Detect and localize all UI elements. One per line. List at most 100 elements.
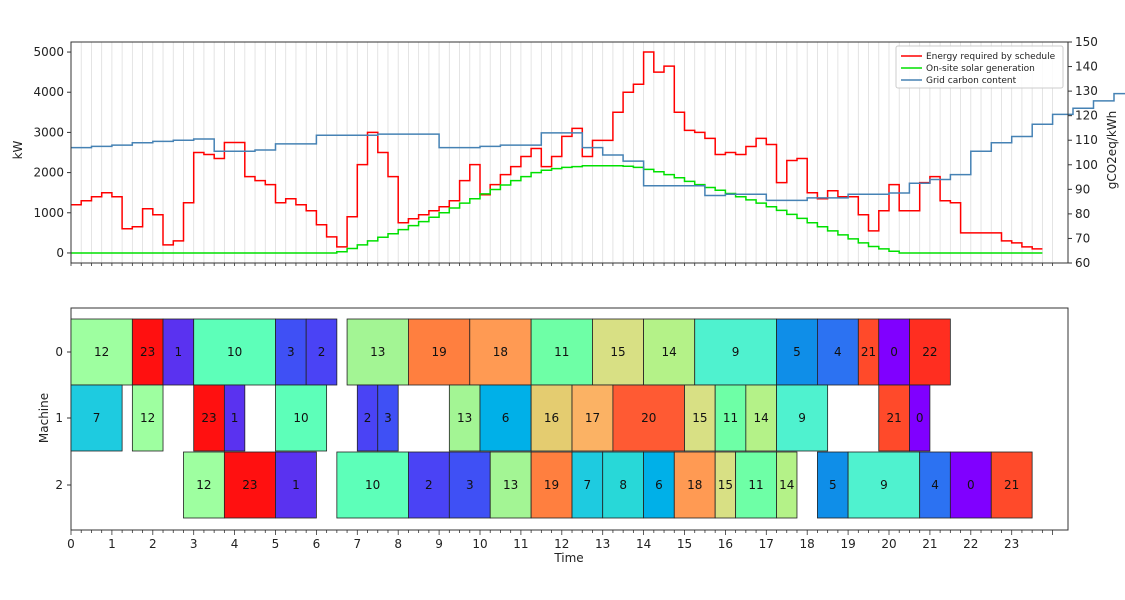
task-bar xyxy=(408,318,471,386)
legend-box xyxy=(895,45,1064,89)
task-bar xyxy=(909,318,951,386)
task-label: 23 xyxy=(140,345,155,359)
x-tick-label: 11 xyxy=(513,537,528,551)
machine-schedule-chart: 12 23 1 10 3 2 13 19 18 11 15 14 9 5 4 21 0 227 12 23 1 10 2 3 1… xyxy=(37,307,1069,565)
task-label: 7 xyxy=(584,478,592,492)
top-plot-frame xyxy=(70,41,1069,264)
task-label: 12 xyxy=(196,478,211,492)
task-label: 1 xyxy=(292,478,300,492)
y-right-tick-label: 100 xyxy=(1075,158,1098,172)
task-bar xyxy=(909,384,931,452)
task-label: 6 xyxy=(502,411,510,425)
x-tick-label: 22 xyxy=(963,537,978,551)
y-tick-label: 1000 xyxy=(33,206,64,220)
task-label: 3 xyxy=(384,411,392,425)
x-tick-label: 3 xyxy=(190,537,198,551)
y-right-tick-label: 150 xyxy=(1075,35,1098,49)
task-label: 13 xyxy=(370,345,385,359)
task-label: 14 xyxy=(662,345,677,359)
task-bar xyxy=(162,318,195,386)
y-tick-label: 5000 xyxy=(33,45,64,59)
x-tick-label: 9 xyxy=(435,537,443,551)
x-tick-label: 0 xyxy=(67,537,75,551)
task-label: 11 xyxy=(723,411,738,425)
task-label: 13 xyxy=(457,411,472,425)
task-bar xyxy=(223,451,276,519)
task-bar xyxy=(817,318,859,386)
task-bar xyxy=(684,384,716,452)
task-label: 6 xyxy=(655,478,663,492)
top-y-ticks-right: 60 70 80 90 100 110 120 130 140 150 xyxy=(1068,35,1098,270)
task-bar xyxy=(602,451,645,519)
task-label: 18 xyxy=(493,345,508,359)
task-bar xyxy=(643,318,696,386)
task-bar xyxy=(847,451,921,519)
task-bar xyxy=(643,451,675,519)
task-bar xyxy=(131,318,164,386)
x-tick-label: 1 xyxy=(108,537,116,551)
legend-label-energy: Energy required by schedule xyxy=(926,52,1056,62)
y-tick-label: 3000 xyxy=(33,125,64,139)
task-label: 18 xyxy=(687,478,702,492)
task-label: 15 xyxy=(692,411,707,425)
task-bar xyxy=(592,318,644,386)
x-tick-label: 18 xyxy=(800,537,815,551)
task-label: 13 xyxy=(503,478,518,492)
x-tick-label: 17 xyxy=(759,537,774,551)
task-label: 21 xyxy=(861,345,876,359)
x-tick-label: 15 xyxy=(677,537,692,551)
y-tick-label: 4000 xyxy=(33,85,64,99)
task-bar xyxy=(469,318,532,386)
x-tick-label: 4 xyxy=(231,537,239,551)
task-label: 3 xyxy=(466,478,474,492)
legend: Energy required by schedule On-site solar… xyxy=(895,45,1064,89)
task-label: 20 xyxy=(641,411,656,425)
task-bar xyxy=(776,451,798,519)
x-tick-label: 5 xyxy=(272,537,280,551)
y-tick-label: 0 xyxy=(56,246,64,260)
task-label: 12 xyxy=(140,411,155,425)
y-right-tick-label: 120 xyxy=(1075,109,1098,123)
task-label: 16 xyxy=(544,411,559,425)
y-right-tick-label: 90 xyxy=(1075,182,1090,196)
series-line-solar xyxy=(71,165,1043,254)
x-tick-label: 6 xyxy=(313,537,321,551)
task-bar xyxy=(530,384,573,452)
task-bar xyxy=(448,384,481,452)
task-label: 2 xyxy=(425,478,433,492)
task-bar xyxy=(714,384,747,452)
machine-ticks: 0 1 2 xyxy=(55,345,71,492)
x-tick-label: 8 xyxy=(394,537,402,551)
task-label: 10 xyxy=(365,478,380,492)
x-tick-label: 10 xyxy=(472,537,487,551)
task-label: 8 xyxy=(619,478,627,492)
task-bar xyxy=(745,384,777,452)
task-label: 9 xyxy=(732,345,740,359)
task-bar xyxy=(612,384,685,452)
task-bar xyxy=(448,451,491,519)
top-x-ticks xyxy=(70,263,1053,266)
x-tick-label: 12 xyxy=(554,537,569,551)
x-tick-label: 23 xyxy=(1004,537,1019,551)
task-label: 7 xyxy=(93,411,101,425)
task-label: 4 xyxy=(931,478,939,492)
x-tick-label: 2 xyxy=(149,537,157,551)
task-label: 0 xyxy=(967,478,975,492)
top-series xyxy=(71,51,1125,254)
task-label: 2 xyxy=(318,345,326,359)
y-right-tick-label: 130 xyxy=(1075,84,1098,98)
task-bar xyxy=(571,451,604,519)
task-label: 19 xyxy=(544,478,559,492)
task-bar xyxy=(131,384,164,452)
task-bar xyxy=(673,451,716,519)
task-label: 21 xyxy=(1004,478,1019,492)
y-right-tick-label: 80 xyxy=(1075,207,1090,221)
x-tick-label: 19 xyxy=(840,537,855,551)
energy-carbon-chart: 0 1000 2000 3000 4000 5000 60 70 80 90 100 110 120 1… xyxy=(11,35,1125,270)
bottom-x-ticks: 0 1 2 3 4 5 6 7 8 9 10 11 12 13 14 15 16 17 18 19 20 21 22 23 xyxy=(67,530,1053,551)
task-label: 0 xyxy=(890,345,898,359)
task-bar xyxy=(776,384,829,452)
task-bar xyxy=(70,384,123,452)
task-bar xyxy=(776,318,818,386)
machine-tick-label: 0 xyxy=(55,345,63,359)
